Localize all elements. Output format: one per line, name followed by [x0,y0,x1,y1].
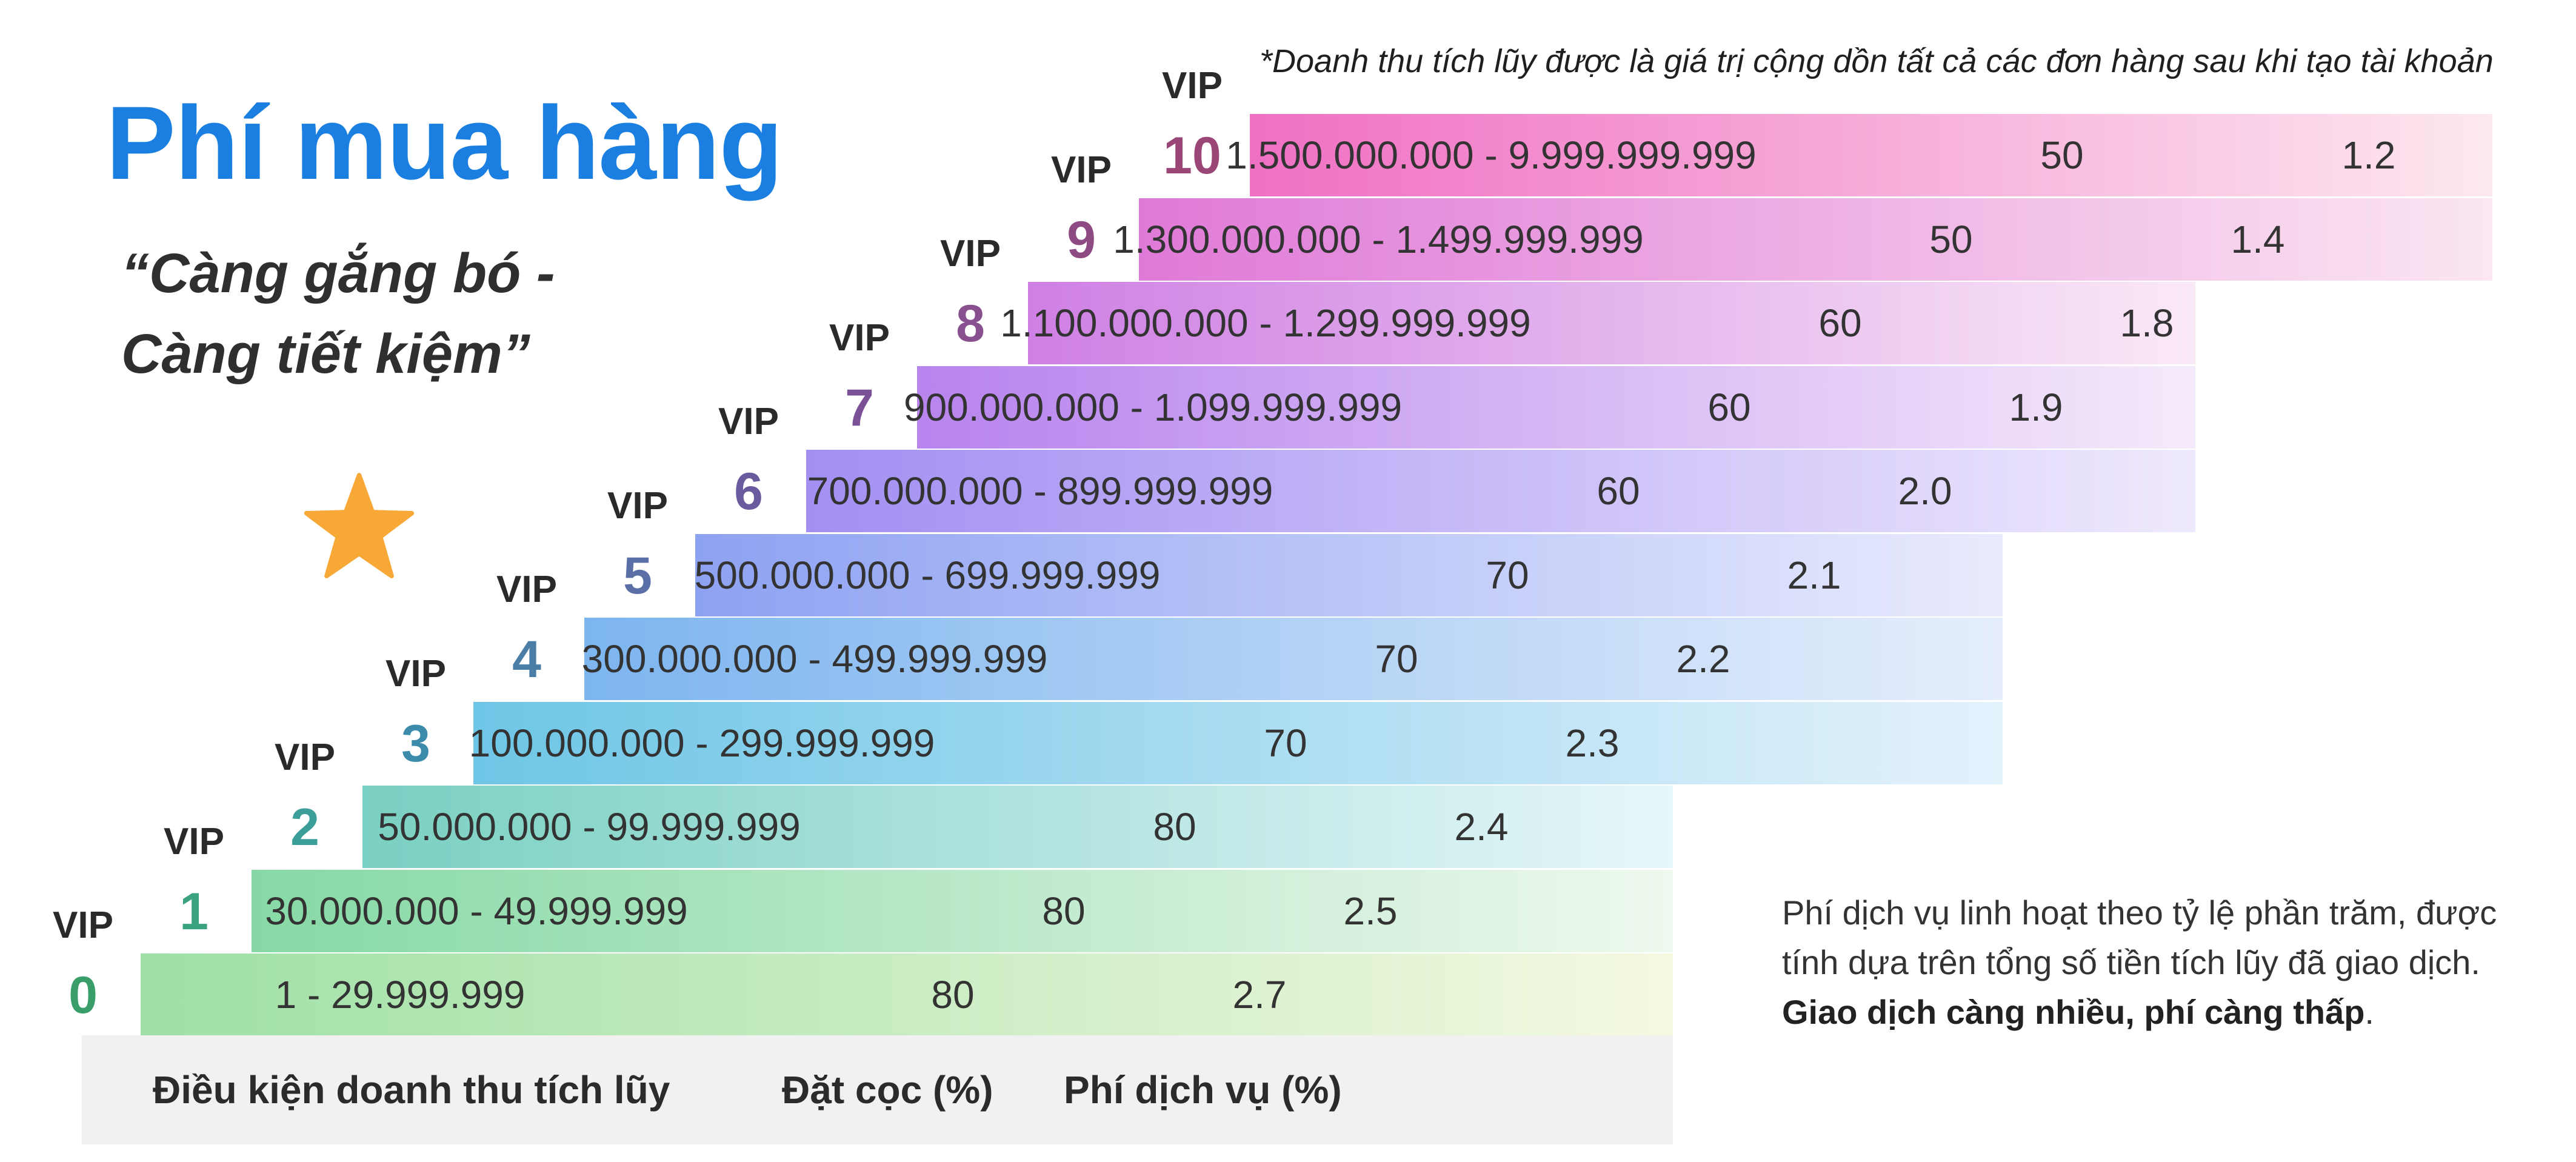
tier-revenue: 500.000.000 - 699.999.999 [694,553,1161,597]
tier-row-vip-1: 30.000.000 - 49.999.999 80 2.5 [252,869,1673,952]
header-revenue: Điều kiện doanh thu tích lũy [153,1068,670,1112]
tier-deposit: 70 [1486,553,1529,597]
fee-note-bold: Giao dịch càng nhiều, phí càng thấp [1782,993,2365,1031]
tier-revenue: 100.000.000 - 299.999.999 [469,721,935,765]
tier-deposit: 50 [2040,133,2084,177]
vip-level-number: 10 [1163,127,1221,185]
vip-label: VIP [940,233,1001,275]
tier-revenue: 300.000.000 - 499.999.999 [581,637,1048,681]
header-deposit: Đặt cọc (%) [782,1068,993,1112]
tier-fee: 1.4 [2231,217,2285,261]
tier-deposit: 50 [1929,217,1973,261]
tier-revenue: 1 - 29.999.999 [275,973,526,1017]
vip-level-number: 0 [68,966,98,1024]
vip-label: VIP [607,484,668,527]
tier-revenue: 900.000.000 - 1.099.999.999 [903,385,1403,429]
vip-level-number: 2 [290,798,319,856]
vip-label: VIP [718,401,779,442]
vip-label: VIP [275,736,335,778]
tier-row-vip-2: 50.000.000 - 99.999.999 80 2.4 [362,786,1673,868]
vip-level-number: 5 [623,546,652,605]
tier-row-vip-6: 700.000.000 - 899.999.999 60 2.0 [806,450,2195,532]
fee-note-line-2: tính dựa trên tổng số tiền tích lũy đã g… [1782,943,2480,981]
tier-revenue: 30.000.000 - 49.999.999 [265,889,688,933]
tier-row-vip-10: 1.500.000.000 - 9.999.999.999 50 1.2 [1226,114,2492,196]
tier-fee: 2.5 [1343,889,1398,933]
tier-row-vip-3: 100.000.000 - 299.999.999 70 2.3 [469,701,2003,784]
tier-row-vip-5: 500.000.000 - 699.999.999 70 2.1 [694,533,2003,616]
vip-label: VIP [53,904,113,946]
tier-row-vip-0: 1 - 29.999.999 80 2.7 [141,953,1673,1036]
vip-level-number: 9 [1067,210,1096,269]
vip-level-number: 8 [956,295,985,353]
fee-note: Phí dịch vụ linh hoạt theo tỷ lệ phần tr… [1782,888,2509,1037]
vip-level-number: 3 [401,714,430,773]
vip-level-number: 4 [512,630,541,689]
tier-fee: 1.2 [2341,133,2396,177]
tier-row-vip-7: 900.000.000 - 1.099.999.999 60 1.9 [904,366,2195,449]
header-fee: Phí dịch vụ (%) [1064,1068,1342,1112]
star-icon [304,473,415,579]
vip-label: VIP [829,316,890,359]
tier-deposit: 80 [931,973,975,1017]
tier-deposit: 60 [1818,301,1862,345]
tier-fee: 1.9 [2009,385,2063,429]
fee-note-line-3: Giao dịch càng nhiều, phí càng thấp. [1782,987,2509,1037]
tier-fee: 1.8 [2120,301,2174,345]
slogan: “Càng gắng bó - Càng tiết kiệm” [121,233,555,395]
vip-label: VIP [164,820,224,863]
vip-level-number: 1 [179,882,209,941]
slogan-line-1: “Càng gắng bó - [121,242,555,304]
tier-revenue: 1.500.000.000 - 9.999.999.999 [1226,133,1757,177]
vip-label: VIP [496,569,557,610]
tier-row-vip-8: 1.100.000.000 - 1.299.999.999 60 1.8 [1000,282,2195,364]
tier-deposit: 70 [1375,637,1418,681]
tier-fee: 2.7 [1232,973,1287,1017]
fee-note-end: . [2364,993,2374,1031]
tier-deposit: 80 [1042,889,1086,933]
tier-fee: 2.2 [1676,637,1730,681]
tier-row-vip-4: 300.000.000 - 499.999.999 70 2.2 [581,618,2003,700]
vip-label: VIP [385,652,446,695]
footnote: *Doanh thu tích lũy được là giá trị cộng… [1260,43,2494,79]
slogan-line-2: Càng tiết kiệm” [121,323,530,386]
tier-fee: 2.0 [1898,469,1952,513]
tier-fee: 2.4 [1454,805,1509,849]
tier-revenue: 1.300.000.000 - 1.499.999.999 [1113,217,1644,261]
tier-deposit: 70 [1264,721,1307,765]
tier-revenue: 50.000.000 - 99.999.999 [378,805,801,849]
tier-fee: 2.1 [1787,553,1841,597]
tier-revenue: 1.100.000.000 - 1.299.999.999 [1000,301,1531,345]
tier-row-vip-9: 1.300.000.000 - 1.499.999.999 50 1.4 [1113,198,2492,281]
vip-level-number: 6 [734,462,763,521]
tier-fee: 2.3 [1565,721,1620,765]
vip-label: VIP [1162,65,1223,107]
fee-note-line-1: Phí dịch vụ linh hoạt theo tỷ lệ phần tr… [1782,893,2497,932]
vip-level-number: 7 [845,378,874,437]
tier-deposit: 60 [1597,469,1640,513]
tier-revenue: 700.000.000 - 899.999.999 [807,469,1273,513]
page-title: Phí mua hàng [106,85,783,201]
tier-deposit: 80 [1153,805,1196,849]
tier-deposit: 60 [1707,385,1751,429]
vip-label: VIP [1051,149,1112,191]
column-header-bar: Điều kiện doanh thu tích lũy Đặt cọc (%)… [82,1035,1673,1144]
